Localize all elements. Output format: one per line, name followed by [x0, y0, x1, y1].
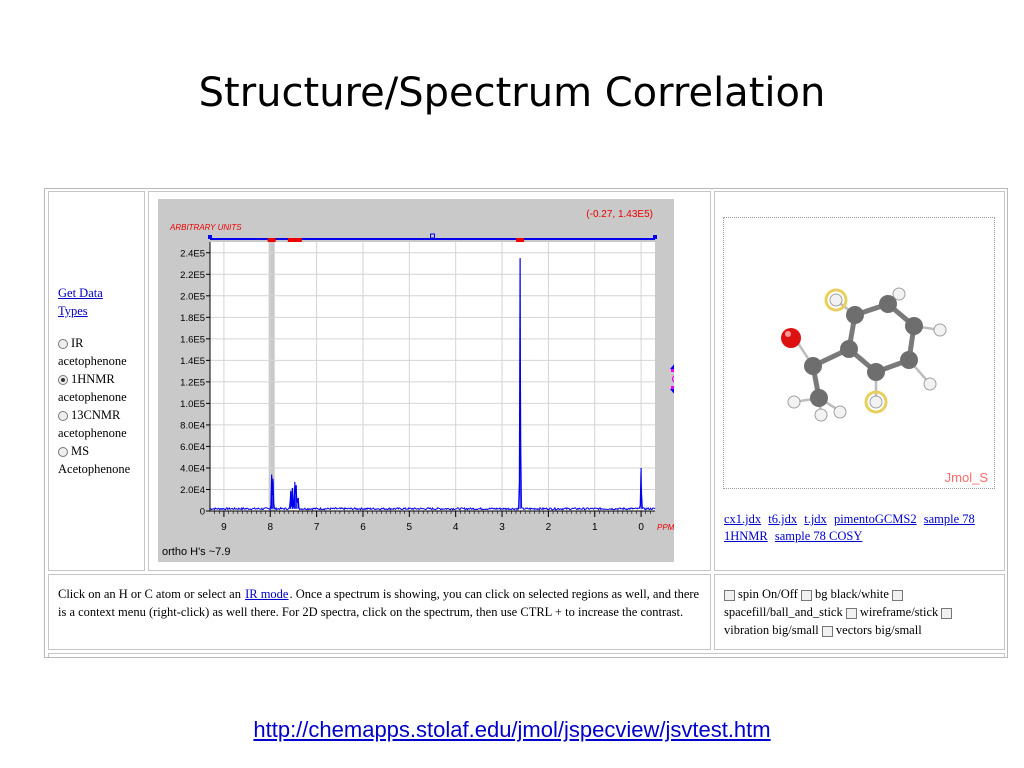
- x-tick-label: 2: [546, 522, 552, 533]
- x-tick-label: 8: [267, 522, 273, 533]
- x-unit-label: PPM: [657, 523, 674, 532]
- integration-mark: [267, 238, 276, 242]
- y-tick-label: 1.2E5: [180, 377, 205, 388]
- checkbox-wireframe[interactable]: wireframe/stick: [845, 605, 938, 619]
- radio-ms[interactable]: [58, 447, 68, 458]
- x-tick-label: 9: [221, 522, 227, 533]
- spectrum-type-radio-ir[interactable]: IR acetophenone: [58, 336, 127, 368]
- y-tick-label: 2.0E4: [180, 485, 205, 496]
- y-tick-label: 1.6E5: [180, 334, 205, 345]
- file-link-pimento[interactable]: pimentoGCMS2: [833, 512, 917, 526]
- ir-mode-link[interactable]: IR mode: [245, 587, 289, 601]
- bottom-strip: [48, 653, 1005, 657]
- acetophenone-molecule: [781, 287, 947, 422]
- spectrum-type-radio-ms[interactable]: MS Acetophenone: [58, 444, 131, 476]
- nmr-spectrum-chart[interactable]: 0 2.0E4 4.0E4 6.0E4 8.0E4 1.0E5 1.2E5 1.4E5 1.6E…: [158, 199, 674, 562]
- radio-13cnmr[interactable]: [58, 411, 68, 422]
- file-link-sample78-1hnmr[interactable]: sample 78 1HNMR: [724, 512, 975, 543]
- radio-1hnmr[interactable]: [58, 375, 68, 386]
- display-options-cell: spin On/Off bg black/white spacefill/bal…: [714, 574, 1005, 650]
- y-units-label: ARBITRARY UNITS: [169, 223, 242, 232]
- file-link-cx1[interactable]: cx1.jdx: [724, 512, 762, 526]
- zoom-reset-icon: [671, 375, 674, 383]
- spectrum-trace: [209, 262, 656, 511]
- spectrum-type-radio-1hnmr[interactable]: 1HNMR acetophenone: [58, 372, 127, 404]
- peak-annotation: ortho H's ~7.9: [162, 546, 230, 558]
- radio-ir[interactable]: [58, 339, 68, 350]
- y-tick-label: 1.4E5: [180, 356, 205, 367]
- x-tick-label: 4: [453, 522, 459, 533]
- range-bar-center-marker: [430, 233, 435, 239]
- file-links: cx1.jdx t6.jdx t.jdx pimentoGCMS2 sample…: [724, 511, 999, 545]
- file-link-sample78-cosy[interactable]: sample 78 COSY: [774, 529, 863, 543]
- cursor-readout: (-0.27, 1.43E5): [586, 209, 653, 220]
- jmol-label: Jmol_S: [944, 470, 988, 485]
- y-tick-label: 1.8E5: [180, 313, 205, 324]
- y-tick-label: 2.2E5: [180, 270, 205, 281]
- checkbox-vibration[interactable]: vibration big/small: [724, 605, 955, 637]
- get-data-types-link[interactable]: Get Data Types: [58, 286, 103, 318]
- checkbox-spacefill[interactable]: spacefill/ball_and_stick: [724, 587, 906, 619]
- zoom-up-bar: [671, 369, 674, 372]
- x-tick-label: 5: [407, 522, 413, 533]
- y-tick-label: 2.4E5: [180, 248, 205, 259]
- y-tick-label: 8.0E4: [180, 420, 205, 431]
- checkbox-spin[interactable]: spin On/Off: [724, 587, 798, 601]
- range-bar-start-marker: [208, 235, 212, 239]
- x-tick-label: 0: [638, 522, 644, 533]
- jmol-cell: Jmol_S cx1.jdx t6.jdx t.jdx pimentoGCMS2…: [714, 191, 1005, 571]
- molecule-viewer[interactable]: Jmol_S: [723, 217, 995, 489]
- x-tick-label: 1: [592, 522, 598, 533]
- y-tick-label: 1.0E5: [180, 399, 205, 410]
- y-tick-label: 6.0E4: [180, 442, 205, 453]
- spectrum-applet[interactable]: 0 2.0E4 4.0E4 6.0E4 8.0E4 1.0E5 1.2E5 1.4E5 1.6E…: [158, 199, 708, 562]
- selected-peak-band: [268, 242, 275, 511]
- help-cell: Click on an H or C atom or select an IR …: [48, 574, 711, 650]
- checkbox-bg[interactable]: bg black/white: [800, 587, 889, 601]
- slide-title: Structure/Spectrum Correlation: [198, 70, 826, 116]
- plot-area: [210, 242, 655, 511]
- x-tick-label: 7: [314, 522, 320, 533]
- range-bar-end-marker: [653, 235, 657, 239]
- data-type-panel: Get Data Types IR acetophenone 1HNMR ace…: [48, 191, 145, 571]
- checkbox-vectors[interactable]: vectors big/small: [821, 623, 922, 637]
- source-url-link[interactable]: http://chemapps.stolaf.edu/jmol/jspecvie…: [253, 717, 771, 742]
- spectrum-type-radio-13cnmr[interactable]: 13CNMR acetophenone: [58, 408, 127, 440]
- integration-mark: [516, 238, 525, 242]
- file-link-t6[interactable]: t6.jdx: [768, 512, 798, 526]
- x-tick-label: 6: [360, 522, 366, 533]
- integration-mark: [287, 238, 302, 242]
- y-tick-label: 4.0E4: [180, 463, 205, 474]
- y-tick-label: 2.0E5: [180, 291, 205, 302]
- help-text: Click on an H or C atom or select an IR …: [58, 587, 700, 619]
- file-link-t[interactable]: t.jdx: [804, 512, 827, 526]
- zoom-down-bar: [671, 386, 674, 389]
- x-tick-label: 3: [499, 522, 505, 533]
- y-tick-label: 0: [200, 507, 205, 518]
